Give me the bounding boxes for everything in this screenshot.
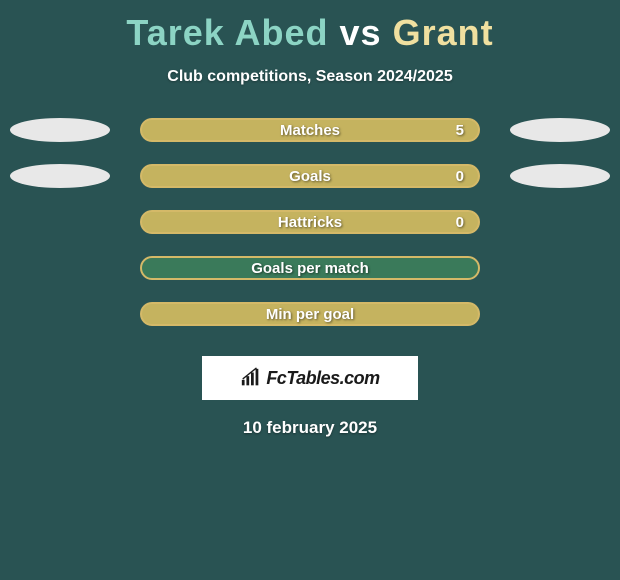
stat-row-min-per-goal: Min per goal — [0, 302, 620, 326]
stat-label: Hattricks — [278, 214, 342, 231]
stat-bar: Matches 5 — [140, 118, 480, 142]
right-ellipse — [510, 164, 610, 188]
stat-label: Matches — [280, 122, 340, 139]
stat-row-goals: Goals 0 — [0, 164, 620, 188]
stat-value: 0 — [456, 168, 464, 185]
logo-text: FcTables.com — [266, 368, 379, 389]
stat-bar: Hattricks 0 — [140, 210, 480, 234]
subtitle: Club competitions, Season 2024/2025 — [0, 68, 620, 86]
player2-name: Grant — [393, 12, 494, 53]
stat-row-hattricks: Hattricks 0 — [0, 210, 620, 234]
stats-rows: Matches 5 Goals 0 Hattricks 0 Goals per … — [0, 118, 620, 326]
logo-box[interactable]: FcTables.com — [202, 356, 418, 400]
stat-bar: Goals 0 — [140, 164, 480, 188]
stat-row-goals-per-match: Goals per match — [0, 256, 620, 280]
stat-row-matches: Matches 5 — [0, 118, 620, 142]
vs-text: vs — [340, 12, 382, 53]
stat-bar: Goals per match — [140, 256, 480, 280]
left-ellipse — [10, 118, 110, 142]
right-ellipse — [510, 118, 610, 142]
stat-label: Min per goal — [266, 306, 354, 323]
left-ellipse — [10, 164, 110, 188]
bar-chart-icon — [240, 367, 262, 389]
date-text: 10 february 2025 — [0, 418, 620, 438]
page-title: Tarek Abed vs Grant — [0, 0, 620, 54]
stat-bar: Min per goal — [140, 302, 480, 326]
player1-name: Tarek Abed — [126, 12, 328, 53]
stat-value: 5 — [456, 122, 464, 139]
stat-label: Goals per match — [251, 260, 369, 277]
stat-value: 0 — [456, 214, 464, 231]
stat-label: Goals — [289, 168, 331, 185]
